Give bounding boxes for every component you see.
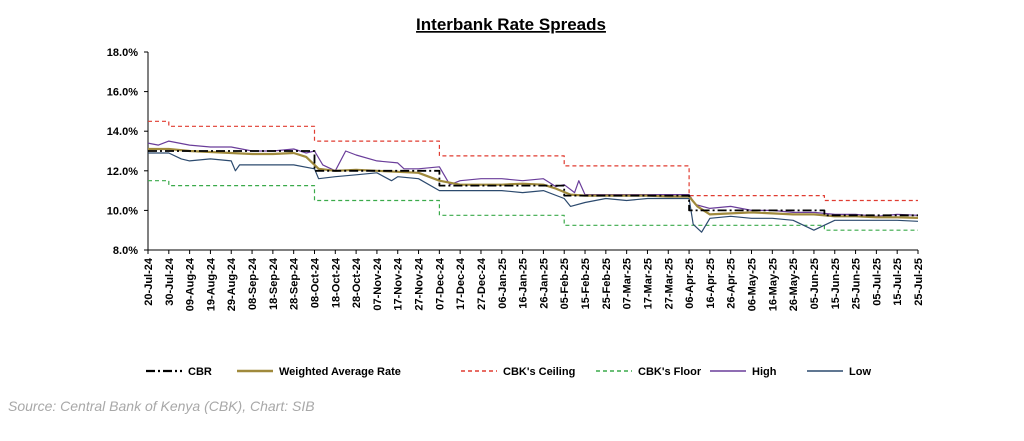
- x-tick-label: 05-Feb-25: [559, 258, 571, 309]
- x-tick-label: 27-Mar-25: [663, 258, 675, 309]
- x-tick-label: 30-Jul-24: [164, 257, 176, 306]
- legend-label: High: [752, 366, 777, 378]
- x-tick-label: 06-Apr-25: [684, 258, 696, 309]
- series-line-cbk-s-floor: [148, 180, 918, 231]
- x-tick-label: 05-Jun-25: [809, 258, 821, 309]
- y-tick-label: 8.0%: [113, 245, 138, 257]
- x-tick-label: 19-Aug-24: [205, 257, 217, 311]
- x-tick-label: 07-Dec-24: [434, 257, 446, 310]
- y-tick-label: 18.0%: [107, 47, 138, 59]
- x-tick-label: 07-Mar-25: [622, 258, 634, 309]
- x-tick-label: 18-Oct-24: [330, 257, 342, 308]
- y-tick-label: 10.0%: [107, 205, 138, 217]
- x-tick-label: 18-Sep-24: [268, 257, 280, 310]
- y-tick-label: 12.0%: [107, 166, 138, 178]
- series-line-high: [147, 140, 919, 217]
- plot-area: [147, 120, 919, 233]
- legend-label: CBR: [188, 366, 212, 378]
- series-line-weighted-average-rate: [148, 147, 919, 219]
- x-tick-label: 06-Jan-25: [497, 258, 509, 309]
- x-tick-label: 28-Oct-24: [351, 257, 363, 308]
- x-tick-label: 25-Jun-25: [851, 258, 863, 309]
- legend: CBR Weighted Average Rate CBK's Ceiling CBK…: [146, 366, 871, 378]
- legend-label: CBK's Floor: [638, 366, 702, 378]
- y-tick-label: 16.0%: [107, 87, 138, 99]
- legend-label: CBK's Ceiling: [503, 366, 575, 378]
- x-tick-label: 17-Mar-25: [642, 258, 654, 309]
- y-tick-label: 14.0%: [107, 126, 138, 138]
- x-tick-label: 08-Oct-24: [309, 257, 321, 308]
- y-axis: 18.0% 16.0% 14.0% 12.0% 10.0% 8.0%: [107, 47, 149, 257]
- legend-label: Low: [849, 366, 871, 378]
- series-line-cbr: [148, 150, 918, 217]
- series-line-cbk-s-ceiling: [148, 120, 918, 202]
- x-tick-label: 17-Dec-24: [455, 257, 467, 310]
- x-tick-label: 15-Jun-25: [830, 258, 842, 309]
- x-tick-label: 15-Jul-25: [892, 258, 904, 306]
- x-tick-label: 25-Feb-25: [601, 258, 613, 309]
- source-note: Source: Central Bank of Kenya (CBK), Cha…: [8, 398, 315, 414]
- x-axis: 20-Jul-24 30-Jul-24 09-Aug-24 19-Aug-24 29-A…: [143, 249, 925, 311]
- chart-title: Interbank Rate Spreads: [416, 15, 606, 34]
- series-line-low: [148, 152, 919, 233]
- x-tick-label: 20-Jul-24: [143, 257, 155, 306]
- x-tick-label: 16-Apr-25: [705, 258, 717, 309]
- x-tick-label: 17-Nov-24: [393, 257, 405, 310]
- x-tick-label: 26-Apr-25: [726, 258, 738, 309]
- x-tick-label: 16-May-25: [767, 258, 779, 311]
- x-tick-label: 15-Feb-25: [580, 258, 592, 309]
- x-tick-label: 28-Sep-24: [289, 257, 301, 310]
- x-tick-label: 27-Nov-24: [414, 257, 426, 310]
- x-tick-label: 26-Jan-25: [538, 258, 550, 309]
- x-tick-label: 08-Sep-24: [247, 257, 259, 310]
- x-tick-label: 07-Nov-24: [372, 257, 384, 310]
- x-tick-label: 25-Jul-25: [913, 258, 925, 306]
- x-tick-label: 29-Aug-24: [226, 257, 238, 311]
- x-tick-label: 09-Aug-24: [185, 257, 197, 311]
- x-tick-label: 06-May-25: [747, 258, 759, 311]
- x-tick-label: 16-Jan-25: [518, 258, 530, 309]
- x-tick-label: 05-Jul-25: [871, 258, 883, 306]
- x-tick-label: 26-May-25: [788, 258, 800, 311]
- x-tick-label: 27-Dec-24: [476, 257, 488, 310]
- legend-label: Weighted Average Rate: [279, 366, 401, 378]
